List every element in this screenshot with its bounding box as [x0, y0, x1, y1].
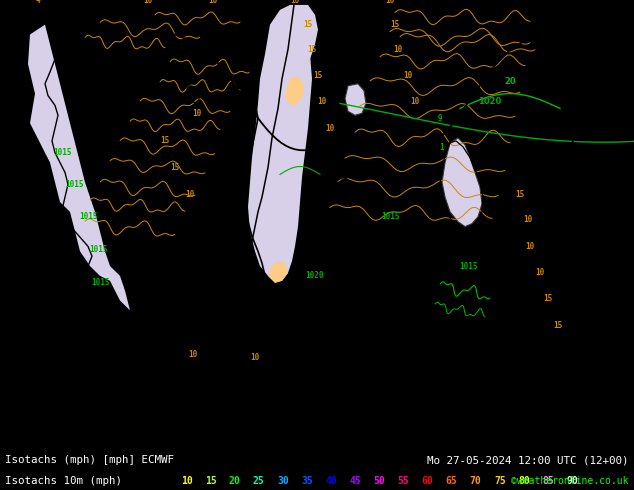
Text: Isotachs (mph) [mph] ECMWF: Isotachs (mph) [mph] ECMWF	[5, 455, 174, 465]
Text: 4: 4	[36, 0, 41, 4]
Polygon shape	[268, 261, 288, 283]
Polygon shape	[345, 84, 366, 115]
Text: 20: 20	[504, 77, 516, 86]
Text: 10: 10	[403, 72, 413, 80]
Text: 1015: 1015	[91, 278, 109, 287]
Text: 20: 20	[229, 476, 241, 486]
Text: 10: 10	[181, 476, 193, 486]
Text: 10: 10	[290, 0, 300, 4]
Text: 10: 10	[410, 97, 420, 106]
Text: 1015: 1015	[89, 245, 107, 254]
Text: 50: 50	[373, 476, 385, 486]
Text: 1015: 1015	[459, 262, 477, 270]
Text: 15: 15	[515, 190, 524, 198]
Text: 15: 15	[553, 320, 562, 330]
Text: ©weatheronline.co.uk: ©weatheronline.co.uk	[512, 476, 629, 486]
Text: 75: 75	[494, 476, 506, 486]
Text: 35: 35	[301, 476, 313, 486]
Polygon shape	[248, 5, 312, 283]
Text: 55: 55	[398, 476, 410, 486]
Text: 10: 10	[535, 269, 545, 277]
Text: 15: 15	[543, 294, 553, 303]
Text: 80: 80	[518, 476, 530, 486]
Text: 25: 25	[253, 476, 265, 486]
Text: 1015: 1015	[381, 212, 399, 221]
Text: Isotachs 10m (mph): Isotachs 10m (mph)	[5, 476, 122, 486]
Text: 1015: 1015	[66, 180, 84, 189]
Text: 40: 40	[325, 476, 337, 486]
Text: 9: 9	[437, 114, 443, 123]
Text: 15: 15	[307, 45, 316, 54]
Text: 65: 65	[446, 476, 458, 486]
Text: 1020: 1020	[479, 97, 501, 106]
Text: 10: 10	[209, 0, 217, 4]
Text: 10: 10	[526, 242, 534, 251]
Text: 30: 30	[277, 476, 289, 486]
Text: 10: 10	[385, 0, 394, 4]
Text: 10: 10	[524, 215, 533, 224]
Text: 15: 15	[160, 136, 170, 146]
Text: 15: 15	[313, 72, 323, 80]
Text: 60: 60	[422, 476, 434, 486]
Text: 15: 15	[171, 163, 179, 172]
Text: 15: 15	[304, 20, 313, 29]
Text: 10: 10	[188, 350, 198, 359]
Text: 10: 10	[185, 190, 195, 198]
Text: 45: 45	[349, 476, 361, 486]
Polygon shape	[28, 24, 130, 310]
Polygon shape	[258, 5, 318, 163]
Text: 10: 10	[143, 0, 153, 4]
Polygon shape	[285, 76, 304, 105]
Text: 10: 10	[318, 97, 327, 106]
Text: 10: 10	[325, 123, 335, 133]
Text: 1015: 1015	[79, 212, 97, 221]
Polygon shape	[442, 138, 482, 227]
Text: 10: 10	[192, 109, 202, 118]
Text: 85: 85	[542, 476, 554, 486]
Text: 15: 15	[391, 20, 399, 29]
Text: 15: 15	[205, 476, 217, 486]
Text: 10: 10	[250, 353, 260, 362]
Text: 1015: 1015	[53, 148, 71, 157]
Text: 90: 90	[566, 476, 578, 486]
Text: 1020: 1020	[306, 271, 324, 280]
Text: 10: 10	[393, 45, 403, 54]
Text: 1: 1	[440, 143, 444, 152]
Text: Mo 27-05-2024 12:00 UTC (12+00): Mo 27-05-2024 12:00 UTC (12+00)	[427, 455, 629, 465]
Text: 70: 70	[470, 476, 482, 486]
